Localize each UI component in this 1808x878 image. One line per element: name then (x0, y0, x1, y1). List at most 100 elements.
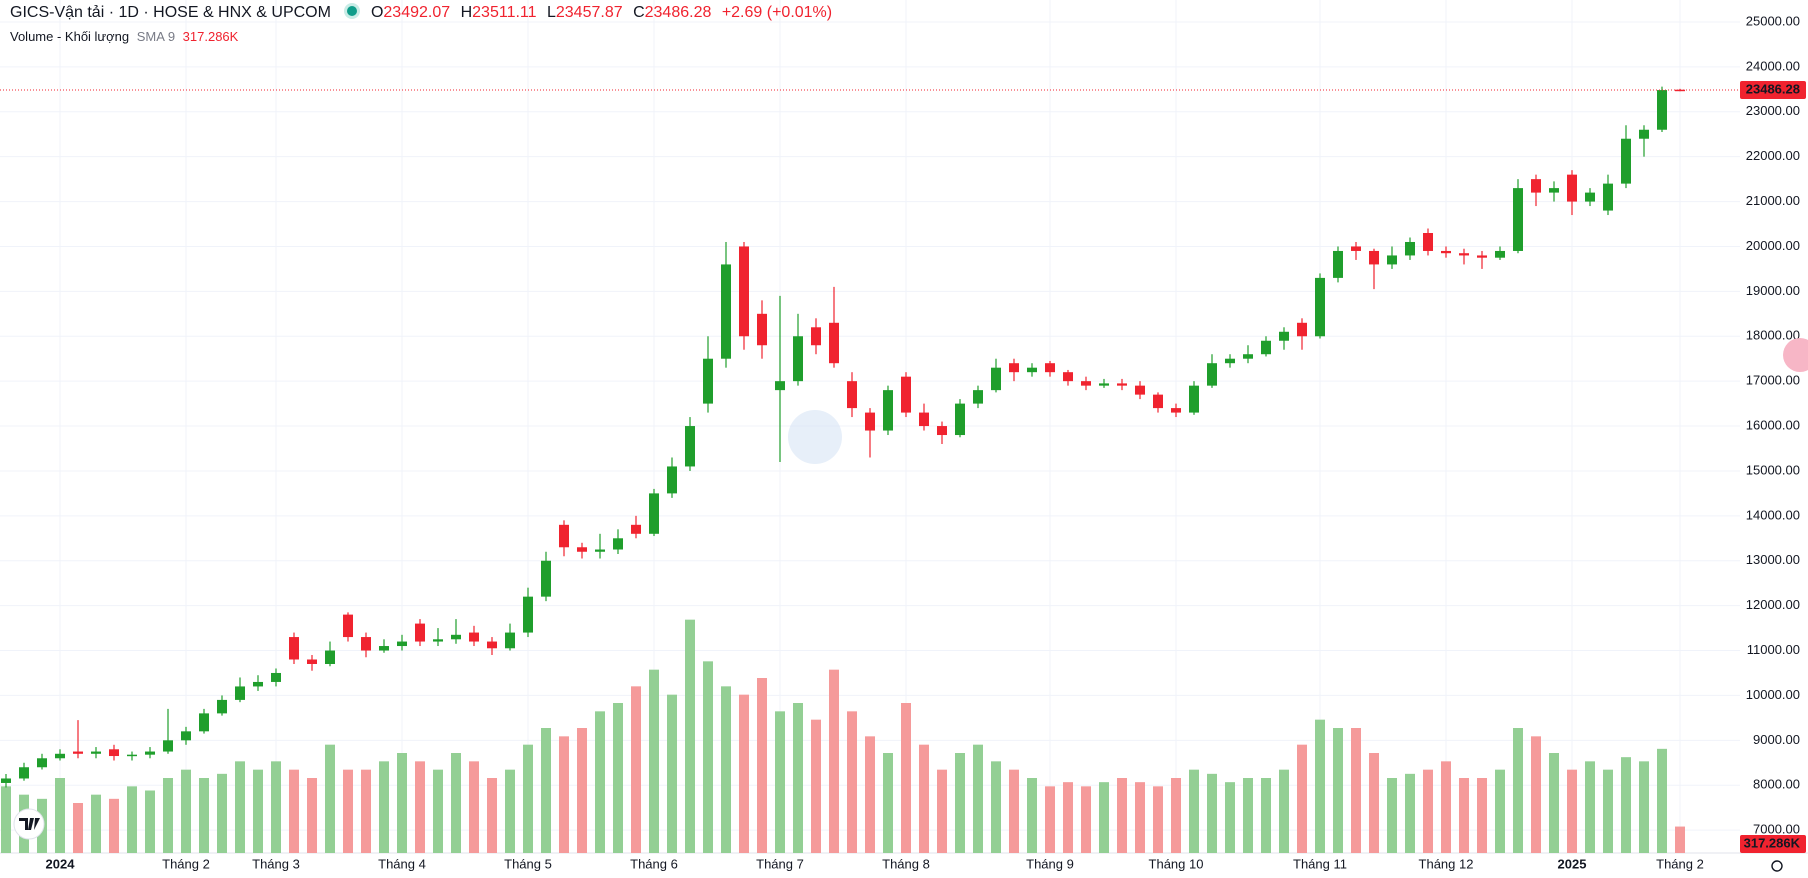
volume-title[interactable]: Volume - Khối lượng (10, 29, 130, 44)
candle-body (1, 778, 11, 783)
y-tick-label: 11000.00 (1747, 642, 1800, 657)
volume-bar (559, 736, 569, 853)
volume-bar (1639, 761, 1649, 853)
candle-body (649, 493, 659, 534)
candle-body (325, 650, 335, 664)
y-tick-label: 10000.00 (1746, 687, 1800, 702)
volume-bar (1063, 782, 1073, 853)
candle-body (919, 412, 929, 427)
volume-bar (541, 728, 551, 853)
candle-body (595, 549, 605, 552)
volume-bar (721, 686, 731, 853)
volume-bar (991, 761, 1001, 853)
volume-bar (91, 794, 101, 853)
volume-badge (1740, 835, 1806, 853)
volume-bar (739, 694, 749, 853)
candle-body (199, 713, 209, 732)
ohlc-value: 23486.28 (644, 4, 712, 21)
volume-bar (181, 769, 191, 853)
volume-bar (937, 769, 947, 853)
volume-bar (865, 736, 875, 853)
volume-bar (1513, 728, 1523, 853)
volume-bar (1405, 773, 1415, 853)
volume-bar (1225, 782, 1235, 853)
y-tick-label: 9000.00 (1753, 732, 1800, 747)
candle-body (1243, 354, 1253, 359)
volume-bar (1207, 773, 1217, 853)
candle-body (1315, 277, 1325, 337)
candle-body (685, 426, 695, 467)
y-tick-label: 20000.00 (1746, 238, 1800, 253)
candle-body (1009, 363, 1019, 373)
candle-body (163, 740, 173, 752)
volume-bar (775, 711, 785, 853)
candle-body (397, 641, 407, 647)
candle-body (1369, 250, 1379, 265)
candle-body (973, 390, 983, 404)
candle-body (1585, 192, 1595, 202)
volume-bar (1117, 778, 1127, 853)
volume-bar (577, 728, 587, 853)
candle-body (721, 264, 731, 359)
volume-bar (811, 719, 821, 853)
candle-body (1549, 188, 1559, 193)
volume-bar (235, 761, 245, 853)
candle-body (667, 466, 677, 494)
volume-bar (1171, 778, 1181, 853)
volume-bar (253, 769, 263, 853)
x-tick-label: Tháng 7 (756, 856, 804, 871)
candle-body (1045, 363, 1055, 373)
volume-bar (361, 769, 371, 853)
candle-layer (1, 86, 1685, 788)
volume-bar (1369, 753, 1379, 853)
volume-bar (973, 744, 983, 853)
candle-body (559, 524, 569, 548)
candle-body (1333, 250, 1343, 278)
volume-bar (325, 744, 335, 853)
candle-body (55, 753, 65, 759)
volume-bar (955, 753, 965, 853)
y-tick-label: 12000.00 (1746, 597, 1800, 612)
volume-bar (217, 773, 227, 853)
candle-body (901, 376, 911, 413)
x-tick-label: Tháng 6 (630, 856, 678, 871)
candle-body (469, 632, 479, 642)
volume-bar (1297, 744, 1307, 853)
symbol-legend: GICS-Vận tải · 1D · HOSE & HNX & UPCOM O2… (10, 4, 832, 22)
volume-bar (595, 711, 605, 853)
candle-body (379, 646, 389, 651)
volume-bar (271, 761, 281, 853)
volume-bar (163, 778, 173, 853)
volume-bar (793, 703, 803, 853)
candle-body (883, 390, 893, 431)
volume-bar (127, 786, 137, 853)
volume-bar (1351, 728, 1361, 853)
volume-bar (451, 753, 461, 853)
y-tick-label: 17000.00 (1746, 373, 1800, 388)
candle-body (1477, 255, 1487, 258)
x-tick-label: 2024 (46, 856, 76, 871)
x-tick-label: Tháng 3 (252, 856, 300, 871)
symbol-title[interactable]: GICS-Vận tải · 1D · HOSE & HNX & UPCOM (10, 4, 331, 21)
candle-body (505, 632, 515, 649)
change: +2.69 (+0.01%) (721, 4, 833, 21)
volume-bar (631, 686, 641, 853)
candle-body (127, 754, 137, 757)
candle-body (1639, 129, 1649, 139)
volume-bar (487, 778, 497, 853)
candle-body (91, 751, 101, 754)
volume-bar (1081, 786, 1091, 853)
candle-body (793, 336, 803, 382)
market-status (346, 6, 357, 16)
volume-bar (667, 694, 677, 853)
volume-bar (109, 798, 119, 853)
volume-bar (1135, 782, 1145, 853)
candle-body (1171, 408, 1181, 413)
candle-body (415, 623, 425, 642)
volume-bar (199, 778, 209, 853)
y-tick-label: 14000.00 (1746, 507, 1800, 522)
volume-bar (1603, 769, 1613, 853)
volume-bar (73, 803, 83, 853)
volume-bar (901, 703, 911, 853)
